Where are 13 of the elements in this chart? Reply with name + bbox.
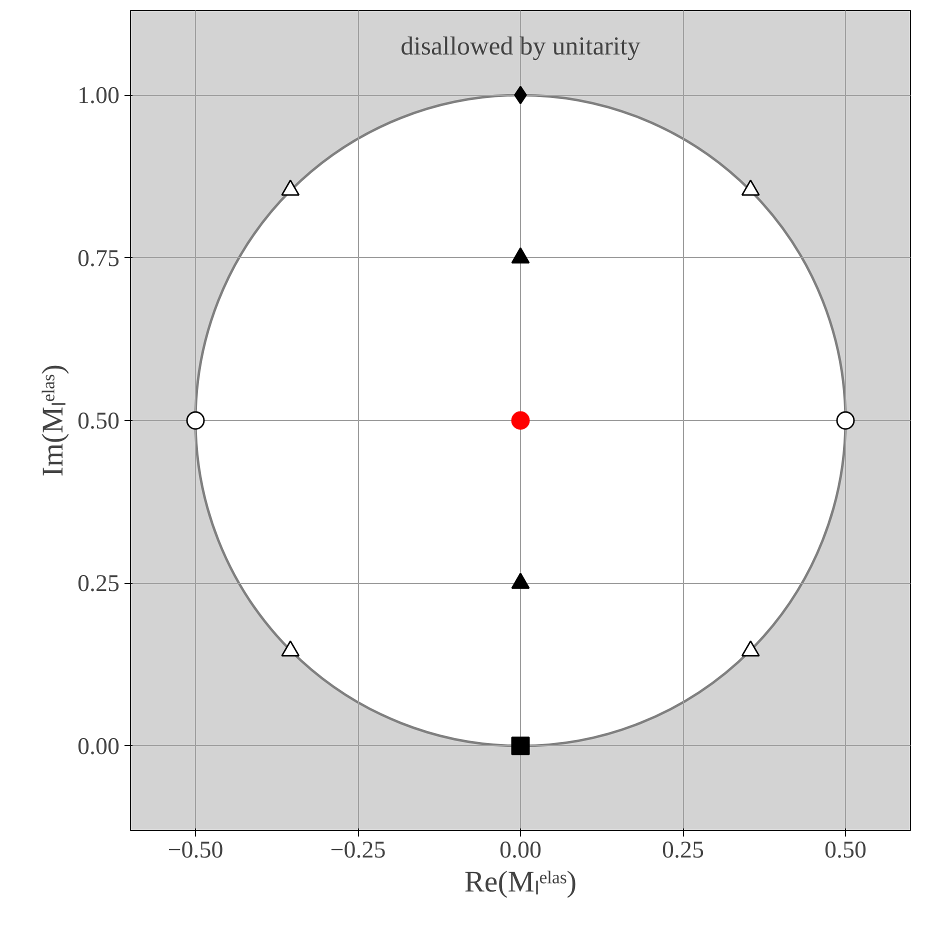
annotation: disallowed by unitarity bbox=[400, 32, 640, 60]
x-tick-label: −0.50 bbox=[168, 838, 224, 864]
y-axis-title: Im(Mₗᵉˡᵃˢ) bbox=[36, 364, 70, 477]
x-axis-title: Re(Mₗᵉˡᵃˢ) bbox=[464, 866, 577, 898]
y-tick-label: 1.00 bbox=[78, 83, 120, 110]
x-tick-label: 0.25 bbox=[662, 838, 704, 864]
x-tick-label: 0.50 bbox=[824, 838, 866, 864]
y-tick-label: 0.25 bbox=[78, 571, 120, 598]
x-tick-label: 0.00 bbox=[500, 838, 542, 864]
y-tick-label: 0.75 bbox=[78, 246, 120, 272]
y-tick-label: 0.50 bbox=[78, 408, 120, 434]
x-tick-label: −0.25 bbox=[330, 838, 386, 864]
y-tick-label: 0.00 bbox=[78, 734, 120, 760]
